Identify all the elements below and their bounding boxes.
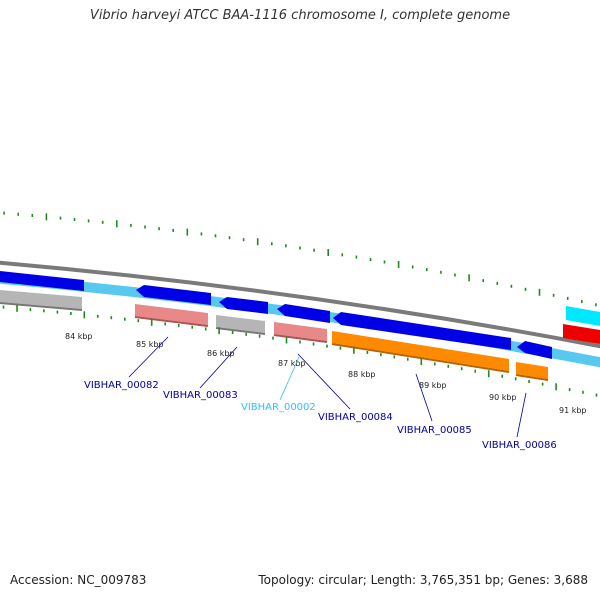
gene-block-pink	[135, 304, 208, 325]
gene-label-vibhar-00086[interactable]: VIBHAR_00086	[482, 440, 557, 451]
gene-block-orange	[332, 331, 509, 371]
gene-block-grey	[0, 290, 82, 309]
cds-blue-genes	[0, 271, 552, 359]
gene-label-vibhar-00084[interactable]: VIBHAR_00084	[318, 412, 393, 423]
tick-label-87: 87 kbp	[278, 359, 306, 368]
gene-block-orange	[516, 362, 548, 379]
gene-block-pink	[274, 322, 327, 341]
gene-label-vibhar-00083[interactable]: VIBHAR_00083	[163, 390, 238, 401]
cds-segment	[517, 341, 552, 359]
cds-segment	[136, 285, 211, 305]
genome-backbone	[0, 260, 600, 349]
gene-label-vibhar-00082[interactable]: VIBHAR_00082	[84, 380, 159, 391]
cds-segment	[219, 297, 268, 314]
tick-label-85: 85 kbp	[136, 340, 164, 349]
inner-genes	[0, 290, 549, 381]
accession-text: Accession: NC_009783	[10, 573, 147, 587]
gene-label-vibhar-00085[interactable]: VIBHAR_00085	[397, 425, 472, 436]
gene-block-cyan	[566, 306, 600, 326]
tick-label-89: 89 kbp	[419, 381, 447, 390]
tick-label-88: 88 kbp	[348, 370, 376, 379]
inner-tick-ring	[2, 304, 598, 397]
label-leaders	[128, 336, 527, 438]
tick-label-91: 91 kbp	[559, 406, 587, 415]
tick-label-86: 86 kbp	[207, 349, 235, 358]
cds-segment	[0, 271, 84, 291]
cds-segment	[333, 312, 511, 350]
genome-summary-text: Topology: circular; Length: 3,765,351 bp…	[258, 573, 588, 587]
gene-block-red	[563, 324, 600, 344]
map-title: Vibrio harveyi ATCC BAA-1116 chromosome …	[89, 8, 511, 23]
cds-track	[0, 273, 600, 368]
gene-label-vibhar-00002[interactable]: VIBHAR_00002	[241, 402, 316, 413]
outer-tick-ring	[3, 211, 597, 307]
tick-label-90: 90 kbp	[489, 393, 517, 402]
cds-segment	[277, 304, 330, 323]
tick-label-84: 84 kbp	[65, 332, 93, 341]
